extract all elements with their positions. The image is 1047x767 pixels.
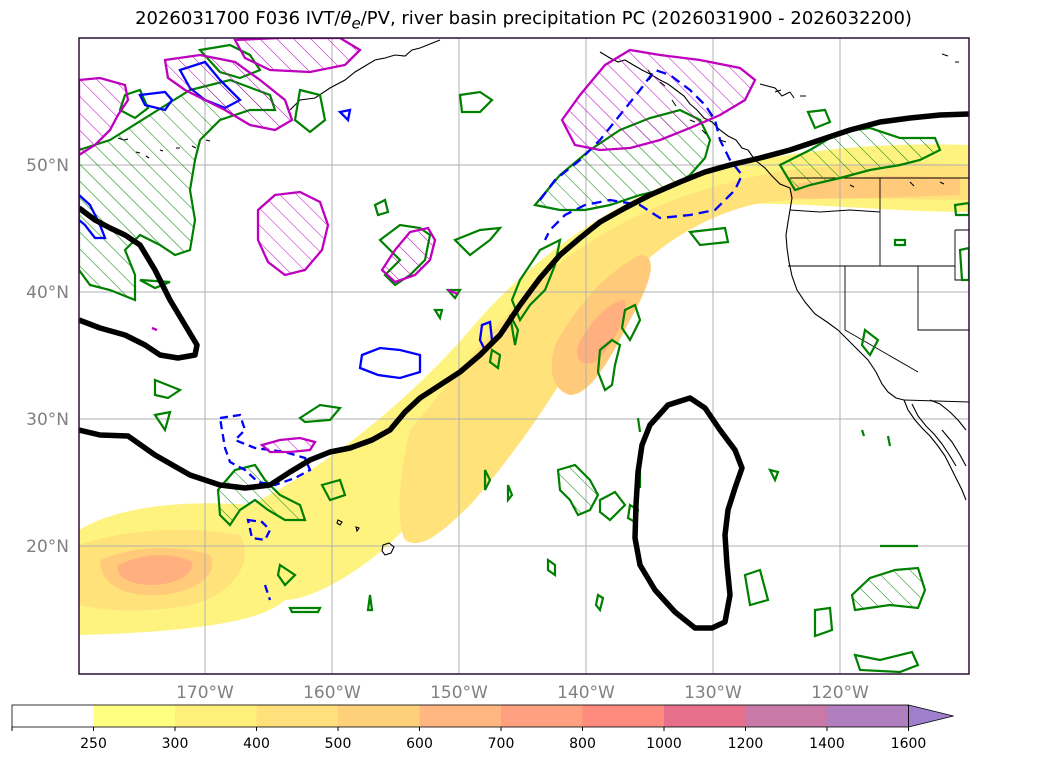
coast-detail bbox=[647, 53, 959, 188]
latitude-labels: 50°N 40°N 30°N 20°N bbox=[26, 156, 69, 557]
magenta-contour-mid bbox=[380, 226, 437, 284]
colorbar-segment bbox=[745, 705, 828, 727]
magenta-contour-south bbox=[259, 436, 317, 454]
colorbar-segments bbox=[12, 705, 909, 727]
green-contour-mid2 bbox=[596, 303, 642, 392]
black-contours bbox=[79, 111, 969, 631]
title-theta: θ bbox=[340, 8, 352, 29]
black-contour-west bbox=[79, 205, 200, 361]
colorbar-segment bbox=[501, 705, 583, 727]
lat-label: 40°N bbox=[26, 283, 69, 303]
map-plot-area bbox=[79, 38, 969, 674]
green-contour-sw bbox=[139, 278, 343, 433]
title-run: 2026031700 bbox=[135, 8, 250, 29]
black-contour-closed bbox=[632, 395, 745, 631]
colorbar-tick-label: 300 bbox=[162, 736, 189, 752]
green-contour-south2 bbox=[276, 469, 514, 614]
green-contour-se bbox=[850, 566, 927, 612]
colorbar-tick-label: 800 bbox=[569, 736, 596, 752]
colorbar-segment bbox=[256, 705, 339, 727]
colorbar-tick-label: 250 bbox=[80, 736, 107, 752]
colorbar-segment bbox=[338, 705, 420, 727]
lon-label: 150°W bbox=[430, 683, 488, 703]
longitude-labels: 170°W 160°W 150°W 140°W 130°W 120°W bbox=[176, 683, 869, 703]
colorbar-segment bbox=[12, 705, 94, 727]
green-contour-east bbox=[556, 463, 600, 517]
ivt-band-500 bbox=[117, 300, 626, 585]
blue-contour-west bbox=[79, 194, 107, 240]
colorbar-ticks: 250 300 400 500 600 700 800 1000 1200 1400 1600 bbox=[11, 727, 927, 752]
green-contour-bc bbox=[453, 90, 832, 257]
colorbar-tick-label: 1600 bbox=[891, 736, 927, 752]
coastline-baja bbox=[903, 399, 967, 501]
map-title: 2026031700 F036 IVT/θe/PV, river basin p… bbox=[0, 8, 1047, 33]
map-frame bbox=[78, 37, 970, 675]
magenta-contour-nw bbox=[79, 76, 130, 157]
coastline-mexico bbox=[929, 399, 967, 467]
lat-label: 50°N bbox=[26, 156, 69, 176]
title-fields-suffix: /PV, river basin precipitation PC (20260… bbox=[360, 8, 912, 29]
magenta-contours bbox=[79, 38, 757, 454]
magenta-contour-circle bbox=[256, 190, 330, 277]
lon-label: 130°W bbox=[684, 683, 742, 703]
colorbar: 250 300 400 500 600 700 800 1000 1200 1400 1600 bbox=[11, 704, 954, 752]
colorbar-segment bbox=[93, 705, 176, 727]
ivt-band-300 bbox=[79, 163, 969, 611]
colorbar-tick-label: 400 bbox=[243, 736, 270, 752]
border-nevada bbox=[844, 266, 969, 373]
magenta-contour-dots bbox=[151, 288, 459, 332]
ivt-shading bbox=[79, 144, 969, 635]
colorbar-tick-label: 700 bbox=[488, 736, 515, 752]
green-contour-mid bbox=[488, 238, 562, 370]
green-contour-south bbox=[216, 463, 307, 527]
magenta-contour-nw2 bbox=[163, 53, 294, 132]
border-us-mexico bbox=[903, 399, 969, 403]
colorbar-tick-label: 1400 bbox=[809, 736, 845, 752]
title-forecast: F036 bbox=[255, 8, 301, 29]
ivt-band-400 bbox=[100, 176, 960, 596]
colorbar-tick-label: 600 bbox=[406, 736, 433, 752]
magenta-contour-bc bbox=[560, 48, 757, 152]
lon-label: 170°W bbox=[176, 683, 234, 703]
colorbar-tick-label: 1200 bbox=[728, 736, 764, 752]
magenta-contour-top bbox=[233, 38, 362, 74]
lon-label: 120°W bbox=[811, 683, 869, 703]
colorbar-segment bbox=[827, 705, 909, 727]
lon-label: 160°W bbox=[303, 683, 361, 703]
hawaii-islands bbox=[336, 519, 395, 556]
colorbar-segment bbox=[175, 705, 257, 727]
title-theta-subscript: e bbox=[351, 14, 361, 33]
colorbar-segment bbox=[582, 705, 665, 727]
green-contour-east2 bbox=[546, 417, 642, 613]
title-fields-prefix: IVT/ bbox=[305, 8, 341, 29]
blue-contour-dashed-sw bbox=[218, 413, 312, 601]
lat-label: 20°N bbox=[26, 537, 69, 557]
colorbar-segment bbox=[419, 705, 502, 727]
colorbar-extend-arrow bbox=[908, 704, 954, 728]
colorbar-segment bbox=[664, 705, 746, 727]
coastline-westcoast bbox=[785, 187, 905, 401]
lat-label: 30°N bbox=[26, 410, 69, 430]
green-contour-se2 bbox=[743, 429, 920, 674]
border-wa-or bbox=[789, 209, 881, 213]
colorbar-tick-label: 500 bbox=[325, 736, 352, 752]
colorbar-tick-label: 1000 bbox=[646, 736, 682, 752]
colorbar-outline bbox=[11, 704, 909, 728]
lon-label: 140°W bbox=[557, 683, 615, 703]
black-contour-main bbox=[79, 111, 969, 491]
green-contour-coast bbox=[860, 201, 969, 357]
